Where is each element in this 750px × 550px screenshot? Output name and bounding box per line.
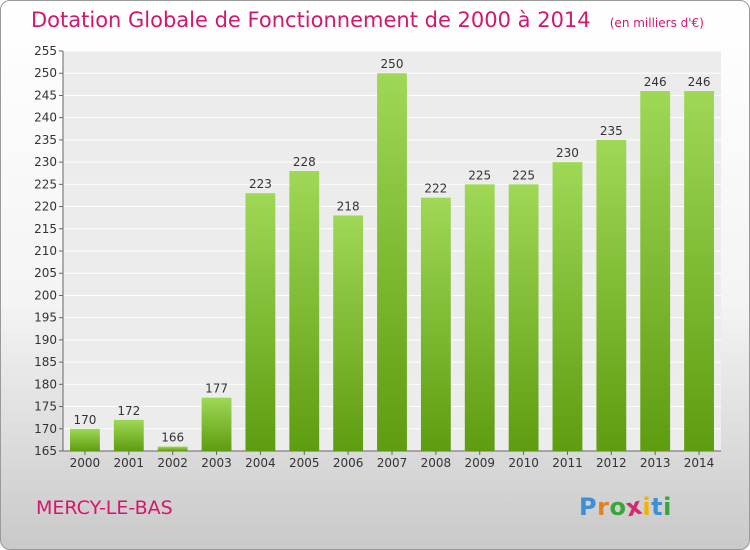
y-tick-label: 165 [34,444,57,458]
x-tick-label: 2014 [684,456,715,470]
bar [684,91,714,451]
logo-letter: r [597,493,610,521]
x-tick-label: 2007 [377,456,408,470]
y-tick-label: 200 [34,288,57,302]
y-tick-label: 220 [34,200,57,214]
bar [640,91,671,451]
y-tick-label: 180 [34,377,57,391]
chart-title: Dotation Globale de Fonctionnement de 20… [31,8,591,32]
x-tick-label: 2008 [421,456,452,470]
x-tick-label: 2012 [596,456,627,470]
bar [157,446,188,451]
bar [552,162,583,451]
y-tick-label: 170 [34,422,57,436]
bar-value-label: 170 [73,413,96,427]
bar [245,193,276,451]
y-tick-label: 185 [34,355,57,369]
y-tick-label: 215 [34,222,57,236]
y-tick-label: 235 [34,133,57,147]
bar [420,197,451,451]
bar [333,215,364,451]
bar [377,73,407,451]
y-tick-label: 230 [34,155,57,169]
bar-value-label: 235 [600,124,623,138]
y-tick-label: 195 [34,311,57,325]
chart-unit: (en milliers d'€) [609,16,704,30]
x-tick-label: 2009 [464,456,495,470]
logo-letter: P [579,493,598,521]
y-tick-label: 240 [34,111,57,125]
bar-value-label: 228 [293,155,316,169]
bar-value-label: 222 [424,182,447,196]
bar-value-label: 223 [249,177,272,191]
commune-name: MERCY-LE-BAS [36,497,173,519]
x-tick-label: 2011 [552,456,583,470]
x-tick-label: 2003 [201,456,232,470]
bar-value-label: 172 [117,404,140,418]
y-tick-label: 255 [34,44,57,58]
title-block: Dotation Globale de Fonctionnement de 20… [31,8,704,32]
bar-value-label: 218 [337,199,360,213]
y-tick-label: 205 [34,266,57,280]
bar-value-label: 246 [688,75,711,89]
bar [596,139,627,451]
y-tick-label: 250 [34,66,57,80]
y-tick-label: 245 [34,88,57,102]
x-tick-label: 2000 [70,456,101,470]
bar-value-label: 177 [205,382,228,396]
x-tick-label: 2013 [640,456,671,470]
bar-value-label: 246 [644,75,667,89]
y-tick-label: 175 [34,400,57,414]
bar [289,171,320,451]
y-tick-label: 225 [34,177,57,191]
x-tick-label: 2010 [508,456,539,470]
bar [464,184,495,452]
x-tick-label: 2006 [333,456,364,470]
x-tick-label: 2004 [245,456,276,470]
bar [508,184,539,452]
bar [113,419,144,451]
logo-letter: i [642,493,652,521]
logo-letter: o [609,493,627,521]
bar-value-label: 230 [556,146,579,160]
logo-letter: t [651,493,664,521]
y-tick-label: 190 [34,333,57,347]
bar [70,428,100,451]
bar-value-label: 250 [381,57,404,71]
proxiti-logo: Proxiti [579,492,672,523]
logo-letter: i [663,493,672,521]
x-tick-label: 2001 [114,456,145,470]
x-tick-label: 2002 [157,456,188,470]
bar-value-label: 166 [161,431,184,445]
bar [201,397,232,451]
x-tick-label: 2005 [289,456,320,470]
bar-value-label: 225 [512,168,535,182]
bar-value-label: 225 [468,168,491,182]
y-tick-label: 210 [34,244,57,258]
